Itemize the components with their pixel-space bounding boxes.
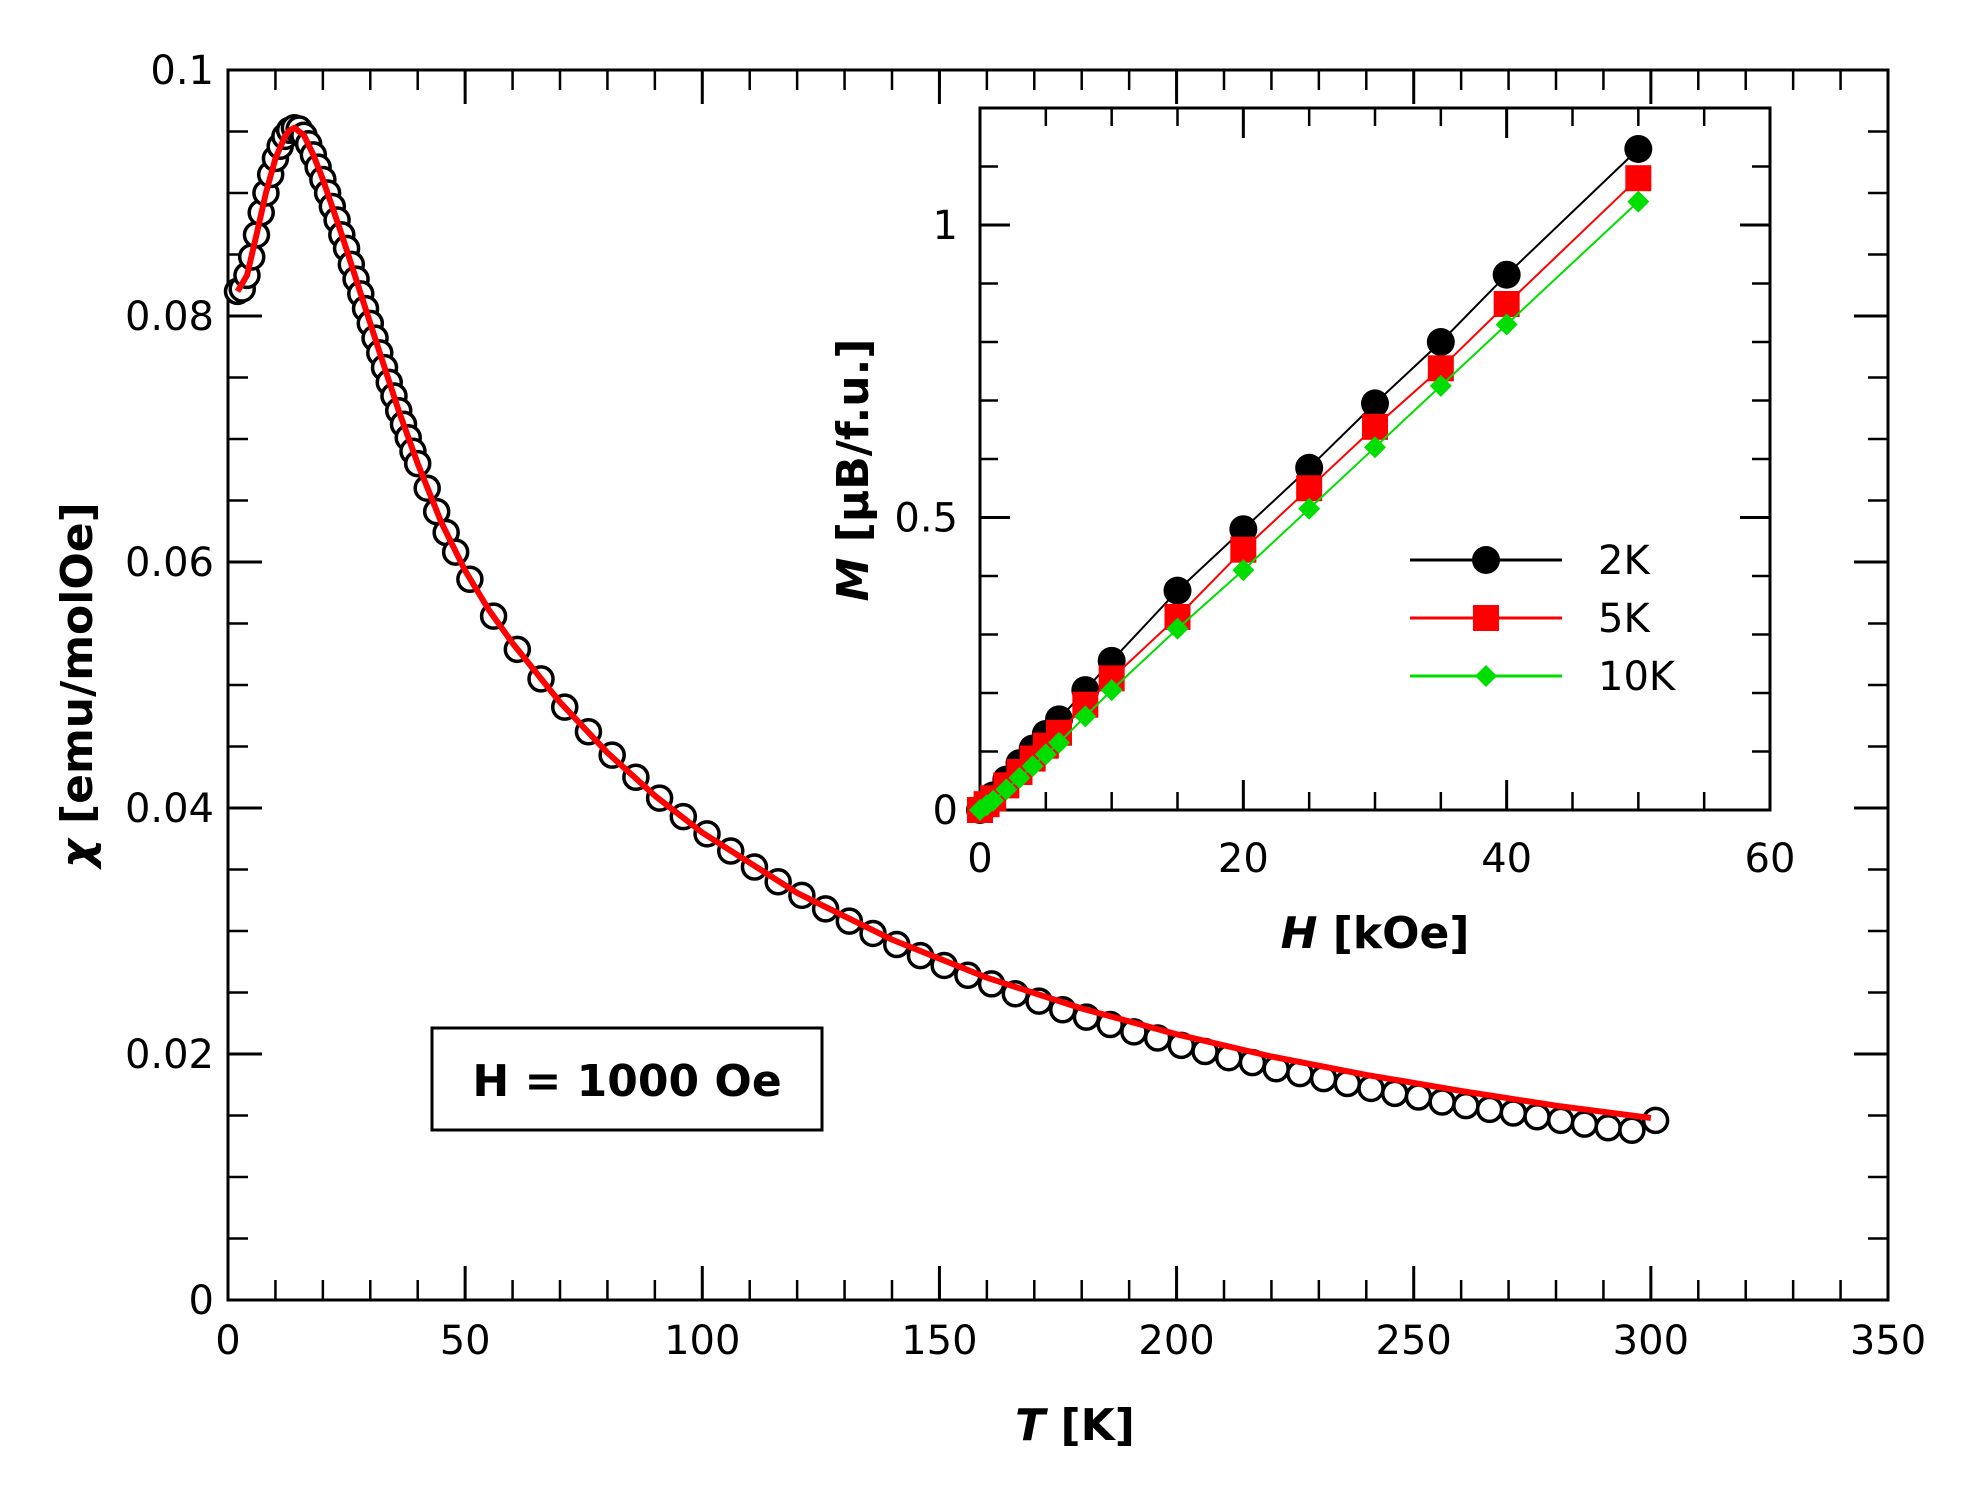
field-annotation: H = 1000 Oe bbox=[472, 1056, 781, 1107]
inset-series bbox=[966, 134, 1653, 824]
inset-point-5K bbox=[1296, 475, 1323, 502]
y-tick-label: 0.1 bbox=[150, 48, 214, 94]
inset-point-10K bbox=[982, 789, 1005, 812]
main-x-tick-labels: 0 50 100 150 200 250 300 350 bbox=[215, 1318, 1926, 1364]
y-tick-label: 0.08 bbox=[125, 294, 214, 340]
y-tick-label: 0 bbox=[189, 1278, 214, 1324]
main-fit-line bbox=[234, 124, 1652, 1121]
x-tick-label: 100 bbox=[664, 1318, 740, 1364]
inset-point-2K bbox=[1229, 515, 1258, 544]
main-x-axis-unit: [K] bbox=[1045, 1400, 1135, 1451]
inset-point-2K bbox=[1426, 328, 1455, 356]
inset-plot-frame bbox=[978, 106, 1772, 812]
legend-marker-2K bbox=[1472, 546, 1500, 574]
y-tick-label: 0.5 bbox=[894, 496, 958, 542]
x-tick-label: 50 bbox=[440, 1318, 491, 1364]
inset-legend: 2K 5K 10K bbox=[1410, 538, 1677, 700]
main-ticks bbox=[226, 68, 1890, 1302]
inset-point-10K bbox=[1232, 559, 1255, 582]
main-plot: 0 50 100 150 200 250 300 350 00.020.040.060.080… bbox=[52, 48, 1926, 1451]
inset-y-axis-symbol: M bbox=[828, 558, 879, 602]
inset-point-2K bbox=[1163, 576, 1192, 605]
data-point bbox=[1428, 1088, 1456, 1116]
x-tick-label: 150 bbox=[901, 1318, 977, 1364]
data-point bbox=[1618, 1116, 1646, 1145]
data-point bbox=[1546, 1106, 1575, 1135]
inset-point-10K bbox=[1034, 743, 1057, 766]
legend-label-5K: 5K bbox=[1598, 596, 1651, 642]
x-tick-label: 350 bbox=[1850, 1318, 1926, 1364]
y-tick-label: 0.06 bbox=[125, 540, 214, 586]
inset-point-10K bbox=[1021, 755, 1044, 778]
inset-point-2K bbox=[1492, 260, 1521, 289]
inset-point-10K bbox=[1627, 190, 1650, 213]
inset-y-axis-title: M [μB/f.u.] bbox=[828, 339, 879, 602]
x-tick-label: 200 bbox=[1138, 1318, 1214, 1364]
inset-point-10K bbox=[995, 778, 1018, 801]
inset-point-2K bbox=[1295, 453, 1324, 482]
main-x-axis-title: T [K] bbox=[1015, 1400, 1135, 1451]
data-point bbox=[1404, 1083, 1433, 1111]
inset-point-2K bbox=[1361, 389, 1389, 418]
y-tick-label: 0.02 bbox=[125, 1032, 214, 1078]
legend-label-10K: 10K bbox=[1598, 654, 1677, 700]
inset-y-tick-labels: 00.51 bbox=[894, 203, 958, 834]
inset-point-2K bbox=[1624, 134, 1653, 163]
x-tick-label: 300 bbox=[1613, 1318, 1689, 1364]
data-point bbox=[1380, 1079, 1409, 1108]
main-y-axis-title: χ [emu/molOe] bbox=[52, 502, 103, 870]
data-point bbox=[1641, 1106, 1670, 1135]
x-tick-label: 0 bbox=[967, 836, 992, 882]
x-tick-label: 40 bbox=[1481, 836, 1532, 882]
inset-point-10K bbox=[1166, 617, 1189, 640]
data-point bbox=[1523, 1102, 1551, 1131]
inset-point-10K bbox=[1100, 679, 1123, 702]
inset-point-10K bbox=[1074, 705, 1097, 728]
x-tick-label: 60 bbox=[1745, 836, 1796, 882]
y-tick-label: 0.04 bbox=[125, 786, 214, 832]
data-point bbox=[1594, 1114, 1622, 1142]
inset-x-tick-labels: 0 20 40 60 bbox=[967, 836, 1795, 882]
inset-x-axis-unit: [kOe] bbox=[1317, 908, 1469, 959]
legend-marker-5K bbox=[1473, 605, 1499, 631]
field-annotation-box bbox=[430, 1026, 824, 1132]
x-tick-label: 0 bbox=[215, 1318, 240, 1364]
main-y-axis-unit: [emu/molOe] bbox=[52, 502, 103, 839]
main-y-tick-labels: 0 0.02 0.04 0.06 0.08 0.1 bbox=[125, 48, 214, 1324]
data-point bbox=[1452, 1091, 1480, 1120]
data-point bbox=[1570, 1110, 1599, 1138]
legend-marker-10K bbox=[1475, 665, 1497, 687]
legend-label-2K: 2K bbox=[1598, 538, 1651, 584]
main-y-axis-symbol: χ bbox=[52, 837, 103, 871]
inset-point-10K bbox=[1364, 436, 1386, 459]
data-point bbox=[1475, 1095, 1504, 1124]
inset-x-axis-title: H [kOe] bbox=[1281, 908, 1470, 959]
inset-point-10K bbox=[1429, 374, 1452, 397]
inset-point-10K bbox=[1495, 313, 1518, 336]
inset-x-axis-symbol: H bbox=[1281, 908, 1318, 959]
inset-point-5K bbox=[1230, 536, 1257, 563]
inset-point-5K bbox=[1493, 290, 1520, 317]
y-tick-label: 1 bbox=[933, 203, 958, 249]
x-tick-label: 20 bbox=[1218, 836, 1269, 882]
inset-point-5K bbox=[1625, 165, 1652, 192]
data-point bbox=[1499, 1099, 1528, 1127]
inset-y-axis-unit: [μB/f.u.] bbox=[828, 339, 879, 558]
inset-series-10K bbox=[969, 190, 1650, 821]
inset-point-5K bbox=[1362, 413, 1388, 440]
inset-point-10K bbox=[1048, 731, 1070, 754]
inset-point-10K bbox=[1298, 497, 1321, 520]
inset-point-10K bbox=[1008, 766, 1031, 789]
main-x-axis-symbol: T bbox=[1015, 1400, 1048, 1451]
y-tick-label: 0 bbox=[933, 788, 958, 834]
x-tick-label: 250 bbox=[1376, 1318, 1452, 1364]
